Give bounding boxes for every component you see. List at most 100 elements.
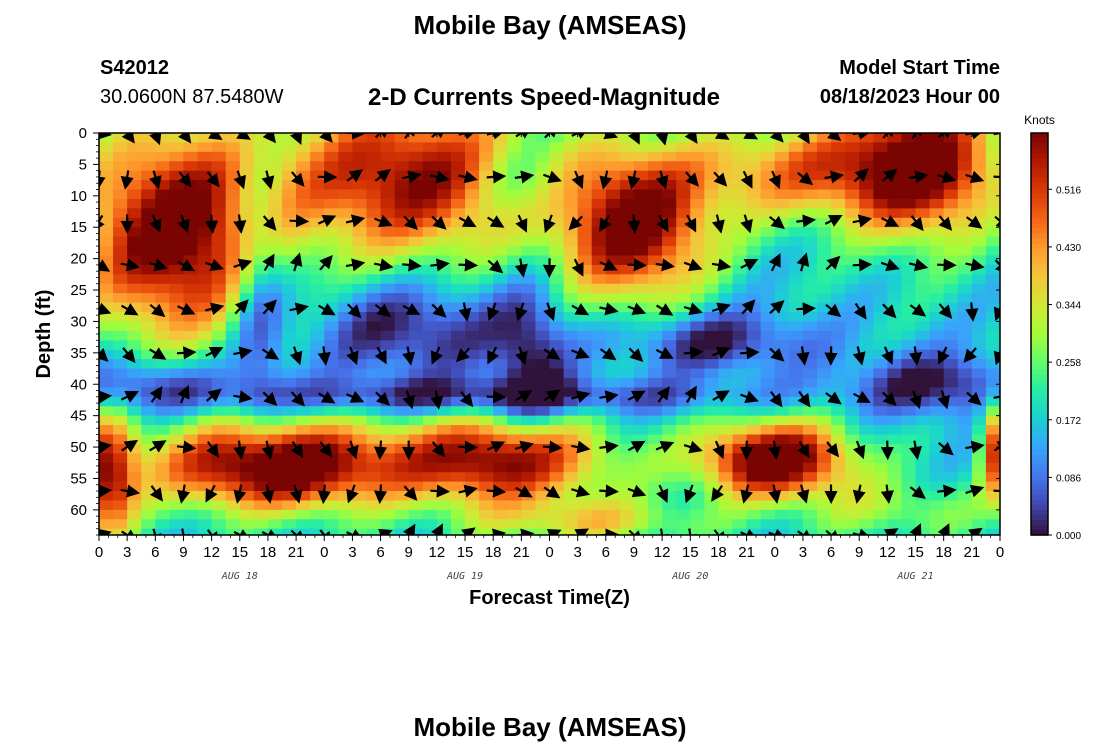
heatmap-cell (690, 406, 705, 417)
current-arrow (515, 346, 528, 366)
heatmap-cell (690, 425, 705, 436)
heatmap-cell (619, 227, 635, 238)
heatmap-cell (732, 274, 748, 285)
heatmap-cell (859, 180, 874, 191)
heatmap-cell (211, 217, 227, 228)
heatmap-cell (971, 170, 987, 181)
heatmap-cell (436, 161, 452, 172)
heatmap-cell (549, 472, 565, 483)
heatmap-cell (859, 472, 874, 483)
heatmap-cell (971, 425, 987, 436)
heatmap-cell (183, 208, 199, 219)
heatmap-cell (535, 462, 551, 473)
heatmap-cell (127, 415, 142, 426)
heatmap-cell (985, 161, 1000, 172)
heatmap-cell (873, 415, 888, 426)
heatmap-cell (873, 189, 888, 200)
current-arrow (486, 390, 507, 404)
heatmap-cell (211, 142, 227, 153)
heatmap-cell (873, 208, 888, 219)
heatmap-cell (957, 283, 973, 294)
x-tick-label: 0 (545, 544, 553, 561)
current-arrow (627, 484, 647, 498)
heatmap-cell (887, 161, 903, 172)
heatmap-cell (183, 246, 199, 257)
heatmap-cell (887, 472, 903, 483)
heatmap-cell (845, 340, 860, 351)
heatmap-cell (225, 387, 241, 398)
heatmap-cell (436, 349, 452, 360)
y-axis-label: Depth (ft) (33, 290, 55, 379)
heatmap-cell (521, 180, 537, 191)
heatmap-cell (450, 293, 466, 304)
heatmap-cell (873, 180, 888, 191)
heatmap-cell (957, 293, 973, 304)
heatmap-cell (549, 189, 565, 200)
heatmap-cell (225, 330, 241, 341)
heatmap-cell (760, 151, 776, 162)
heatmap-cell (845, 481, 860, 492)
heatmap-cell (450, 312, 466, 323)
heatmap-cell (648, 425, 663, 436)
heatmap-cell (943, 274, 959, 285)
heatmap-cell (141, 264, 156, 275)
heatmap-cell (690, 274, 705, 285)
heatmap-cell (718, 217, 734, 228)
current-arrow (712, 346, 731, 359)
heatmap-cell (113, 312, 128, 323)
heatmap-cell (971, 236, 987, 247)
heatmap-cell (915, 359, 931, 370)
heatmap-cell (479, 236, 494, 247)
heatmap-cell (225, 368, 241, 379)
heatmap-cell (450, 208, 466, 219)
heatmap-cell (366, 330, 382, 341)
heatmap-cell (352, 377, 368, 388)
heatmap-cell (296, 321, 311, 332)
heatmap-cell (887, 227, 903, 238)
current-arrow (602, 133, 619, 140)
heatmap-cell (563, 161, 579, 172)
heatmap-cell (507, 180, 522, 191)
heatmap-cell (225, 227, 241, 238)
heatmap-cell (816, 330, 832, 341)
heatmap-cell (127, 368, 142, 379)
heatmap-cell (760, 340, 776, 351)
heatmap-cell (99, 133, 114, 144)
heatmap-cell (605, 227, 621, 238)
heatmap-cell (521, 472, 537, 483)
current-arrow (514, 258, 528, 278)
heatmap-cell (324, 340, 339, 351)
heatmap-cell (113, 189, 128, 200)
heatmap-cell (760, 255, 776, 266)
heatmap-cell (507, 377, 522, 388)
heatmap-cell (788, 425, 804, 436)
heatmap-cell (704, 481, 720, 492)
heatmap-cell (267, 500, 283, 511)
heatmap-cell (901, 255, 917, 266)
heatmap-cell (859, 227, 874, 238)
heatmap-cell (774, 425, 790, 436)
heatmap-cell (535, 217, 551, 228)
heatmap-cell (169, 255, 185, 266)
heatmap-cell (296, 198, 311, 209)
heatmap-cell (929, 472, 945, 483)
heatmap-cell (873, 396, 888, 407)
heatmap-cell (127, 142, 142, 153)
heatmap-cell (760, 349, 776, 360)
heatmap-cell (943, 142, 959, 153)
heatmap-cell (267, 180, 283, 191)
heatmap-cell (366, 198, 382, 209)
heatmap-cell (901, 246, 917, 257)
heatmap-cell (648, 453, 663, 464)
heatmap-cell (436, 453, 452, 464)
heatmap-cell (380, 321, 396, 332)
x-tick-label: 6 (602, 544, 610, 561)
current-arrow (99, 440, 112, 454)
heatmap-cell (760, 359, 776, 370)
heatmap-cell (366, 368, 382, 379)
heatmap-cell (507, 425, 522, 436)
heatmap-cell (282, 236, 297, 247)
heatmap-cell (352, 368, 368, 379)
heatmap-cell (915, 387, 931, 398)
heatmap-cell (591, 472, 607, 483)
